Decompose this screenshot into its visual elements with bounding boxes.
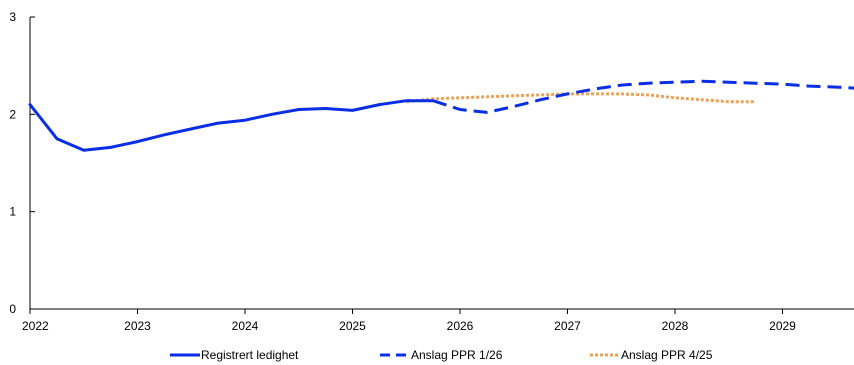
- legend-label: Registrert ledighet: [201, 348, 299, 362]
- legend-label: Anslag PPR 4/25: [621, 348, 713, 362]
- y-tick-label: 1: [9, 205, 16, 219]
- y-tick-label: 2: [9, 107, 16, 121]
- x-tick-label: 2022: [22, 319, 49, 333]
- series-line-1: [432, 79, 854, 114]
- legend: Registrert ledighet Anslag PPR 1/26 Anslag…: [170, 348, 713, 362]
- x-tick-label: 2028: [662, 319, 689, 333]
- y-tick-label: 3: [9, 10, 16, 24]
- x-axis-ticks: 2022 2023 2024 2025 2026 2027 2028 2029: [22, 309, 796, 333]
- axes: [29, 17, 854, 310]
- x-tick-label: 2026: [447, 319, 474, 333]
- x-tick-label: 2027: [554, 319, 581, 333]
- legend-label: Anslag PPR 1/26: [411, 348, 503, 362]
- y-tick-label: 0: [9, 302, 16, 316]
- y-axis-ticks: 0 1 2 3: [9, 10, 35, 316]
- x-tick-label: 2023: [124, 319, 151, 333]
- series-line-0: [28, 99, 435, 152]
- series-lines: [28, 79, 854, 152]
- x-tick-label: 2024: [232, 319, 259, 333]
- x-tick-label: 2029: [769, 319, 796, 333]
- series-line-2: [406, 92, 756, 104]
- x-tick-label: 2025: [339, 319, 366, 333]
